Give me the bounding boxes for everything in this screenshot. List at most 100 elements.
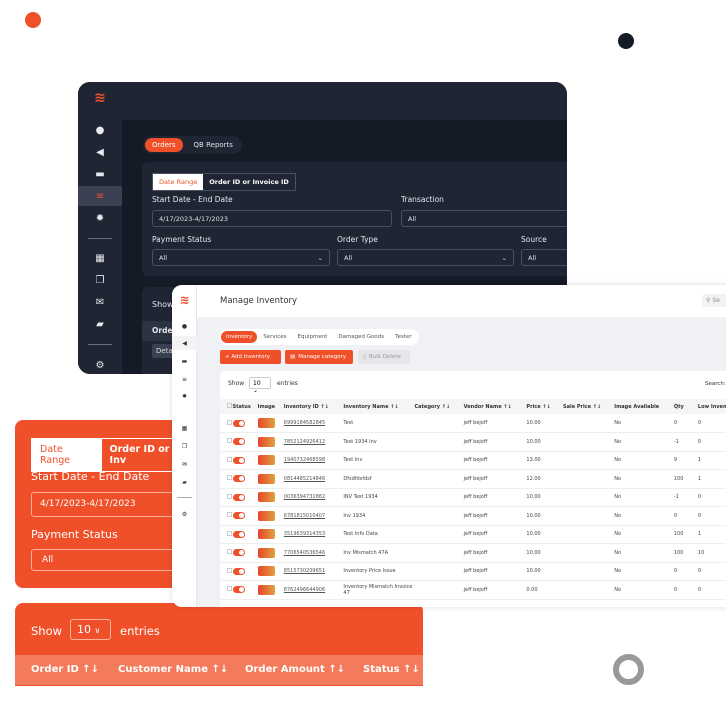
entries-label: entries: [277, 380, 298, 387]
inventory-id[interactable]: 1940732468598: [283, 451, 344, 470]
column-header[interactable]: Category ↑↓: [414, 399, 464, 414]
status-toggle[interactable]: [232, 512, 245, 520]
tab-orders[interactable]: Orders: [145, 138, 183, 152]
card-icon[interactable]: ▬: [95, 168, 105, 180]
calendar-icon[interactable]: ▦: [95, 252, 105, 264]
column-header[interactable]: Qty: [673, 399, 698, 414]
tab-services[interactable]: Services: [263, 334, 287, 340]
price: 10.00: [526, 506, 563, 526]
status-toggle[interactable]: [232, 438, 245, 446]
database-icon[interactable]: ≡: [181, 375, 188, 383]
tab-tester[interactable]: Tester: [395, 334, 412, 340]
tab-equipment[interactable]: Equipment: [297, 334, 328, 340]
bulb-icon[interactable]: ✹: [95, 212, 105, 224]
add-inventory-button[interactable]: + Add Inventory: [220, 350, 281, 364]
transaction-input[interactable]: All: [401, 210, 567, 227]
row-checkbox[interactable]: [227, 493, 232, 499]
status-toggle[interactable]: [232, 549, 245, 557]
status-toggle[interactable]: [232, 475, 245, 483]
megaphone-icon[interactable]: ◀: [172, 336, 197, 350]
column-header[interactable]: Inventory Name ↑↓: [343, 399, 415, 414]
entries-select[interactable]: 10 ∨: [70, 619, 111, 640]
row-checkbox[interactable]: [227, 586, 232, 592]
date-range-input[interactable]: 4/17/2023-4/17/2023: [152, 210, 392, 227]
megaphone-icon[interactable]: ◀: [96, 146, 104, 158]
details-button[interactable]: Deta: [152, 344, 177, 358]
mail-icon[interactable]: ✉: [181, 460, 188, 468]
row-checkbox[interactable]: [227, 567, 232, 573]
trash-icon: ▯: [363, 354, 367, 360]
calendar-icon[interactable]: ▦: [181, 424, 188, 432]
entries-select[interactable]: 10 ⌄: [249, 377, 271, 394]
tab-order-id[interactable]: Order ID or Inv: [109, 444, 170, 466]
col-customer-name[interactable]: Customer Name ↑↓: [118, 664, 229, 675]
inventory-id[interactable]: 6999184582845: [283, 414, 344, 433]
row-checkbox[interactable]: [227, 438, 232, 444]
column-header[interactable]: Inventory ID ↑↓: [283, 399, 344, 414]
info-icon[interactable]: ●: [181, 322, 188, 330]
inventory-id[interactable]: 6781815010407: [283, 506, 344, 526]
row-checkbox[interactable]: [227, 530, 232, 536]
col-status[interactable]: Status ↑↓: [363, 664, 420, 675]
search-input[interactable]: ⚲ Se: [702, 294, 726, 307]
column-header[interactable]: Image Available: [614, 399, 674, 414]
table-row: 0814485214846 Dfsdfdsfdsf jeff bejoff 12.00…: [220, 469, 726, 489]
inventory-id[interactable]: 7706540536546: [283, 543, 344, 563]
card-icon[interactable]: ▬: [181, 357, 188, 365]
column-header[interactable]: Sale Price ↑↓: [563, 399, 615, 414]
inventory-id[interactable]: 8515730209651: [283, 562, 344, 581]
inventory-id[interactable]: 0814485214846: [283, 469, 344, 489]
row-checkbox[interactable]: [227, 456, 232, 462]
inventory-id[interactable]: 0036394731882: [283, 488, 344, 507]
source-select[interactable]: All: [521, 249, 567, 266]
inventory-name: INV Test 1934: [343, 488, 415, 507]
database-icon[interactable]: ≡: [78, 186, 122, 206]
row-checkbox[interactable]: [227, 419, 232, 425]
tab-qb-reports[interactable]: QB Reports: [193, 141, 233, 149]
status-toggle[interactable]: [232, 493, 245, 501]
info-icon[interactable]: ●: [95, 124, 105, 136]
tab-date-range[interactable]: Date Range: [32, 439, 102, 471]
tab-order-id[interactable]: Order ID or Invoice ID: [209, 178, 289, 186]
category: [414, 543, 464, 563]
chat-icon[interactable]: ▰: [96, 318, 104, 330]
decor-orange-dot: [25, 12, 41, 28]
manage-category-button[interactable]: ▤ Manage category: [285, 350, 353, 364]
inventory-id[interactable]: 3519639314353: [283, 525, 344, 544]
payment-status-select[interactable]: All ⌄: [152, 249, 330, 266]
bulb-icon[interactable]: ✹: [181, 392, 188, 400]
gear-icon[interactable]: ⚙: [95, 359, 105, 371]
column-header: Image: [257, 399, 284, 414]
row-checkbox[interactable]: [227, 475, 232, 481]
status-toggle[interactable]: [232, 530, 245, 538]
tab-damaged-goods[interactable]: Damaged Goods: [338, 334, 385, 340]
col-order-id[interactable]: Order ID ↑↓: [31, 664, 100, 675]
row-checkbox[interactable]: [227, 512, 232, 518]
status-toggle[interactable]: [232, 456, 245, 464]
status-toggle[interactable]: [232, 419, 245, 427]
qty: 0: [673, 414, 698, 433]
order-type-select[interactable]: All ⌄: [337, 249, 514, 266]
col-order-amount[interactable]: Order Amount ↑↓: [245, 664, 346, 675]
row-checkbox[interactable]: [227, 549, 232, 555]
select-all-checkbox[interactable]: [227, 403, 232, 408]
inventory-id[interactable]: 8762496644906: [283, 580, 344, 600]
copy-icon[interactable]: ❐: [181, 442, 188, 450]
sale-price: [563, 414, 615, 433]
bulk-delete-button[interactable]: ▯ Bulk Delete: [358, 350, 410, 364]
tab-inventory[interactable]: Inventory: [221, 331, 258, 343]
mail-icon[interactable]: ✉: [95, 296, 105, 308]
chat-icon[interactable]: ▰: [182, 478, 187, 486]
column-header[interactable]: Low Inventory: [697, 399, 726, 414]
product-image: [257, 566, 275, 577]
column-header[interactable]: Vendor Name ↑↓: [463, 399, 527, 414]
sale-price: [563, 562, 615, 581]
column-header[interactable]: Price ↑↓: [526, 399, 563, 414]
status-toggle[interactable]: [232, 567, 245, 575]
tab-date-range[interactable]: Date Range: [153, 174, 204, 190]
copy-icon[interactable]: ❐: [95, 274, 105, 286]
gear-icon[interactable]: ⚙: [181, 510, 188, 518]
inventory-id[interactable]: 7852124926412: [283, 432, 344, 452]
image-available: No: [614, 525, 674, 544]
status-toggle[interactable]: [232, 586, 245, 594]
